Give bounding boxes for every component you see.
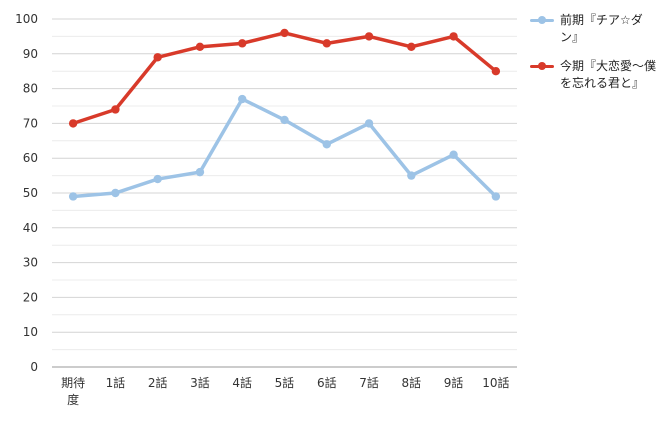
legend-item-previous-season: 前期『チア☆ダン』 (528, 12, 656, 46)
series-0-point (407, 171, 416, 180)
x-tick-label: 1話 (106, 375, 126, 390)
series-0-point (238, 94, 247, 104)
series-0-point (491, 192, 501, 201)
legend-label-previous-season: 前期『チア☆ダン』 (560, 13, 643, 44)
series-0-point (280, 115, 289, 125)
x-tick-label: 6話 (317, 375, 337, 390)
series-1-point (280, 28, 289, 38)
legend-label-current-season: 今期『大恋愛〜僕を忘れる君と』 (560, 59, 657, 90)
y-tick-label: 30 (23, 256, 38, 270)
series-line-1 (71, 31, 498, 126)
series-1-point (153, 53, 162, 62)
y-tick-label: 20 (23, 290, 38, 304)
series-0-point (68, 192, 78, 201)
series-0-point (153, 174, 162, 184)
y-tick-label: 40 (23, 221, 38, 235)
legend-item-current-season: 今期『大恋愛〜僕を忘れる君と』 (528, 58, 656, 92)
x-tick-label: 2話 (148, 375, 168, 390)
series-1-point (111, 105, 120, 114)
series-1-point (364, 32, 374, 41)
series-0-point (322, 140, 331, 149)
x-tick-label: 期待度 (61, 376, 85, 407)
y-tick-label: 10 (23, 325, 38, 339)
y-tick-label: 90 (23, 47, 38, 61)
y-tick-label: 80 (23, 82, 38, 96)
series-line-0 (71, 97, 498, 199)
chart-legend: 前期『チア☆ダン』 今期『大恋愛〜僕を忘れる君と』 (528, 12, 656, 104)
x-tick-label: 5話 (275, 375, 295, 390)
series-1-point (449, 32, 458, 41)
x-tick-label: 8話 (401, 375, 421, 390)
series-1-point (407, 42, 416, 52)
x-tick-label: 10話 (482, 375, 509, 390)
y-tick-label: 0 (30, 360, 38, 374)
legend-swatch-current-season (530, 62, 554, 70)
series-0-point (111, 188, 120, 198)
series-1-point (68, 119, 78, 128)
series-0-point (449, 150, 458, 159)
y-tick-label: 60 (23, 151, 38, 165)
x-tick-label: 4話 (232, 375, 252, 390)
x-tick-label: 3話 (190, 375, 210, 390)
y-tick-label: 70 (23, 116, 38, 130)
series-1-point (195, 42, 205, 52)
y-tick-label: 50 (23, 186, 38, 200)
x-tick-label: 9話 (444, 375, 464, 390)
series-0-point (195, 167, 205, 177)
series-1-point (491, 67, 501, 76)
y-tick-label: 100 (15, 12, 38, 26)
series-1-point (238, 39, 247, 48)
legend-swatch-previous-season (530, 16, 554, 24)
series-0-point (364, 119, 374, 128)
x-tick-label: 7話 (359, 375, 379, 390)
series-1-point (322, 39, 331, 48)
